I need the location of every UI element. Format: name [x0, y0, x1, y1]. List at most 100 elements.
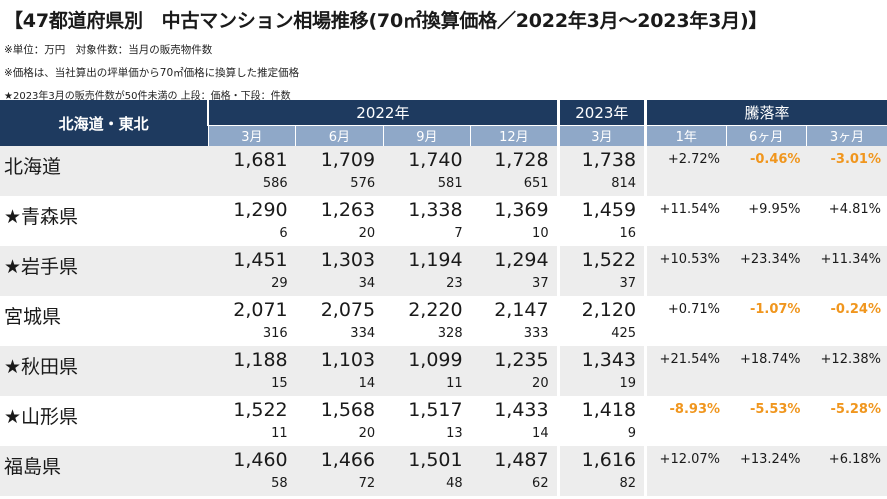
year-2022-header: 2022年: [207, 100, 559, 125]
price-cell: 1,294 37: [470, 246, 559, 296]
price-cell: 1,338 7: [383, 196, 470, 246]
listing-count: 11: [271, 426, 288, 441]
price-cell: 1,194 23: [383, 246, 471, 296]
price-cell: 1,235 20: [470, 346, 559, 396]
change-rate: +4.81%: [828, 202, 881, 217]
price-cell: 1,728 651: [470, 146, 559, 196]
month-header: 6月: [295, 124, 384, 146]
prefecture-name: 福島県: [4, 456, 62, 478]
price-value: 2,075: [320, 299, 376, 321]
price-cell: 1,343 19: [556, 346, 646, 396]
price-value: 1,343: [581, 349, 637, 371]
price-cell: 1,681 586: [208, 146, 296, 196]
listing-count: 37: [532, 276, 549, 291]
listing-count: 16: [619, 226, 637, 241]
price-cell: 1,290 6: [208, 196, 295, 246]
price-cell: 1,433 14: [471, 396, 558, 446]
price-value: 1,568: [320, 399, 376, 421]
price-value: 1,522: [233, 399, 288, 421]
listing-count: 333: [523, 326, 549, 341]
price-value: 1,194: [408, 249, 463, 271]
table-row: ★岩手県 1,451 29 1,303 34 1,194 23 1,294 37 1,522 37 +…: [0, 246, 887, 296]
table-row: ★秋田県 1,188 15 1,103 14 1,099 11 1,235 20 1,343 19 +…: [0, 346, 887, 396]
period-header: 6ヶ月: [725, 124, 807, 146]
price-cell: 1,522 11: [208, 396, 295, 446]
table-row: 北海道 1,681 586 1,709 576 1,740 581 1,728 651 1,738…: [0, 146, 887, 196]
change-rate: +6.18%: [828, 452, 881, 467]
price-cell: 1,740 581: [383, 146, 471, 196]
change-cell: -5.53%: [726, 396, 806, 446]
price-cell: 2,147 333: [471, 296, 558, 346]
listing-count: 14: [532, 426, 549, 441]
change-rate: +0.71%: [667, 302, 721, 317]
change-rate: +11.54%: [659, 202, 721, 217]
month-header: 3月: [207, 124, 296, 146]
listing-count: 20: [532, 376, 549, 391]
change-rate: -1.07%: [749, 302, 801, 317]
listing-count: 581: [437, 176, 463, 191]
table-body: 北海道 1,681 586 1,709 576 1,740 581 1,728 651 1,738…: [0, 146, 887, 496]
page-title: 【47都道府県別 中古マンション相場推移(70㎡換算価格／2022年3月～202…: [4, 10, 768, 32]
listing-count: 20: [358, 226, 376, 241]
listing-count: 316: [262, 326, 288, 341]
change-rate: -8.93%: [669, 402, 721, 417]
listing-count: 62: [532, 476, 549, 491]
period-header: 3ヶ月: [805, 124, 887, 146]
price-value: 1,459: [581, 199, 637, 221]
listing-count: 9: [627, 426, 637, 441]
price-value: 1,517: [408, 399, 463, 421]
change-rate: -3.01%: [830, 152, 882, 167]
price-value: 1,451: [233, 249, 288, 271]
price-value: 1,740: [408, 149, 463, 171]
listing-count: 586: [262, 176, 288, 191]
price-cell: 1,460 58: [208, 446, 296, 496]
change-rate: -0.24%: [830, 302, 882, 317]
listing-count: 6: [279, 226, 288, 241]
price-value: 1,501: [408, 449, 463, 471]
price-cell: 1,418 9: [556, 396, 646, 446]
listing-count: 29: [271, 276, 288, 291]
change-cell: +2.72%: [644, 146, 727, 196]
price-value: 1,103: [320, 349, 376, 371]
listing-count: 814: [611, 176, 637, 191]
listing-count: 15: [271, 376, 288, 391]
price-value: 1,418: [581, 399, 637, 421]
listing-count: 7: [454, 226, 463, 241]
change-rate: +11.34%: [820, 252, 881, 267]
change-header: 騰落率: [644, 100, 887, 125]
change-cell: +11.34%: [806, 246, 887, 296]
change-cell: +0.71%: [644, 296, 727, 346]
change-cell: +6.18%: [806, 446, 887, 496]
change-cell: +11.54%: [644, 196, 727, 246]
price-value: 1,460: [233, 449, 288, 471]
prefecture-name: 北海道: [4, 156, 62, 178]
change-rate: +12.38%: [820, 352, 881, 367]
price-value: 1,235: [494, 349, 549, 371]
change-cell: +4.81%: [806, 196, 887, 246]
price-cell: 1,188 15: [208, 346, 296, 396]
price-value: 1,099: [408, 349, 463, 371]
table-row: 福島県 1,460 58 1,466 72 1,501 48 1,487 62 1,616 82 +1…: [0, 446, 887, 496]
month-header: 9月: [382, 124, 471, 146]
change-cell: -0.24%: [806, 296, 887, 346]
table-row: 宮城県 2,071 316 2,075 334 2,220 328 2,147 333 2,120…: [0, 296, 887, 346]
prefecture-cell: 宮城県: [0, 296, 208, 346]
note-price-method: ※価格は、当社算出の坪単価から70㎡価格に換算した推定価格: [4, 67, 300, 79]
listing-count: 37: [619, 276, 637, 291]
region-header: 北海道・東北: [0, 100, 209, 146]
price-cell: 1,369 10: [471, 196, 558, 246]
price-value: 1,263: [320, 199, 376, 221]
month-header: 3月: [556, 124, 646, 146]
year-2023-header: 2023年: [556, 100, 646, 125]
price-value: 1,290: [233, 199, 288, 221]
price-cell: 1,263 20: [296, 196, 383, 246]
change-cell: +10.53%: [644, 246, 727, 296]
change-rate: +10.53%: [659, 252, 721, 267]
listing-count: 20: [358, 426, 376, 441]
prefecture-name: 宮城県: [4, 306, 62, 328]
change-rate: +12.07%: [659, 452, 721, 467]
price-cell: 1,459 16: [556, 196, 646, 246]
listing-count: 11: [446, 376, 463, 391]
change-rate: +21.54%: [659, 352, 721, 367]
prefecture-cell: 北海道: [0, 146, 209, 196]
